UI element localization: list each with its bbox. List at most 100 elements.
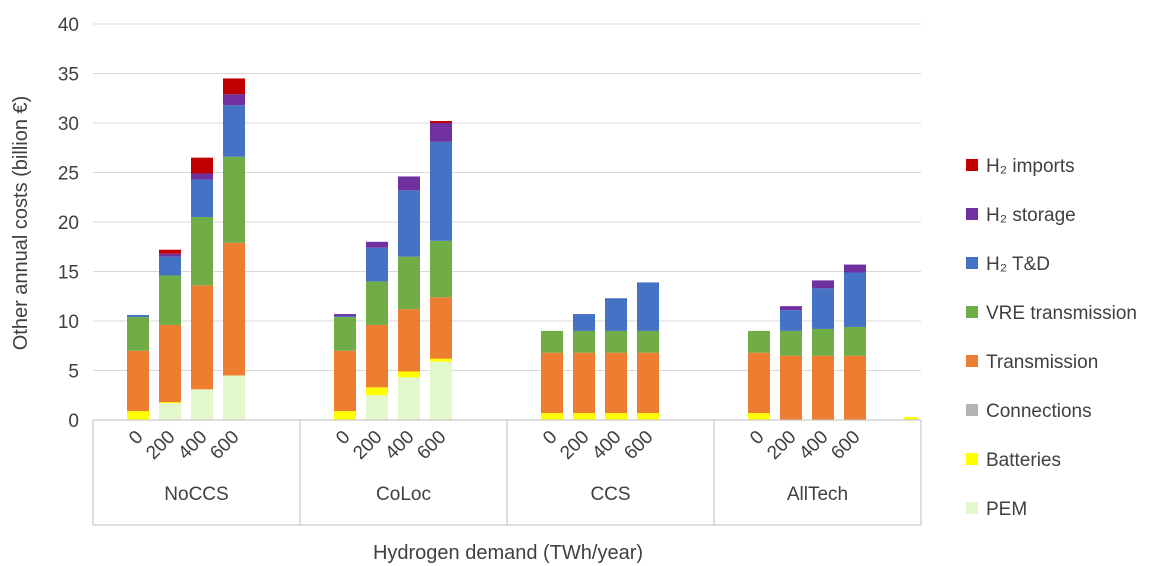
bar-segment — [366, 281, 388, 325]
legend-swatch — [966, 502, 978, 514]
bar-segment — [812, 328, 834, 356]
x-tick-label: 400 — [795, 427, 832, 464]
bar-segment — [637, 282, 659, 331]
group-label: AllTech — [787, 484, 848, 505]
x-tick-label: 200 — [142, 427, 179, 464]
x-tick-label: 0 — [746, 427, 768, 449]
bar-segment — [223, 156, 245, 243]
bar-segment — [191, 173, 213, 180]
legend-item: Batteries — [966, 450, 1061, 471]
legend-label: PEM — [986, 499, 1027, 520]
legend-swatch — [966, 159, 978, 171]
bar-segment — [366, 387, 388, 396]
y-axis-title: Other annual costs (billion €) — [10, 96, 32, 351]
bar-segment — [334, 350, 356, 412]
bar-segment — [159, 253, 181, 257]
legend-label: H₂ storage — [986, 205, 1076, 226]
legend-item: H₂ storage — [966, 205, 1076, 226]
x-tick-label: 400 — [174, 427, 211, 464]
legend-swatch — [966, 257, 978, 269]
legend-swatch — [966, 208, 978, 220]
bar-segment — [398, 190, 420, 257]
legend-label: Batteries — [986, 450, 1061, 471]
x-axis-title: Hydrogen demand (TWh/year) — [373, 542, 643, 564]
bar-segment — [191, 157, 213, 174]
y-tick-label: 20 — [58, 213, 79, 234]
y-tick-label: 5 — [68, 362, 79, 383]
x-tick-label: 0 — [125, 427, 147, 449]
bar-segment — [223, 94, 245, 106]
bar-segment — [223, 105, 245, 157]
x-tick-label: 600 — [827, 427, 864, 464]
bar-segment — [605, 352, 627, 414]
bar-segment — [223, 375, 245, 420]
bar-segment — [780, 310, 802, 331]
bar-segment — [430, 240, 452, 298]
bar-segment — [430, 123, 452, 142]
bar-segment — [366, 241, 388, 248]
bar-segment — [844, 355, 866, 420]
bar-segment — [398, 176, 420, 191]
bar-segment — [748, 352, 770, 414]
bar-segment — [748, 413, 770, 420]
legend-item: PEM — [966, 499, 1027, 520]
legend-item: H₂ T&D — [966, 254, 1050, 275]
bar-segment — [159, 403, 181, 420]
group-label: NoCCS — [164, 484, 228, 505]
bar-segment — [430, 361, 452, 420]
y-tick-label: 30 — [58, 114, 79, 135]
y-tick-label: 0 — [68, 411, 79, 432]
y-tick-label: 10 — [58, 312, 79, 333]
legend-item: Transmission — [966, 352, 1098, 373]
bar-segment — [430, 358, 452, 362]
x-tick-label: 400 — [588, 427, 625, 464]
bar-segment — [127, 317, 149, 351]
bar-segment — [812, 288, 834, 329]
bar-segment — [191, 285, 213, 390]
bar-segment — [605, 298, 627, 331]
bar-segment — [430, 121, 452, 123]
legend-label: H₂ imports — [986, 156, 1075, 177]
bar-segment — [541, 352, 563, 414]
bar-segment — [127, 350, 149, 412]
y-tick-label: 15 — [58, 263, 79, 284]
legend-item: H₂ imports — [966, 156, 1075, 177]
bar-segment — [191, 217, 213, 286]
legend-swatch — [966, 306, 978, 318]
group-label: CoLoc — [376, 484, 431, 505]
bar-segment — [541, 330, 563, 353]
bar-segment — [366, 247, 388, 282]
x-tick-label: 400 — [381, 427, 418, 464]
y-tick-label: 25 — [58, 164, 79, 185]
y-tick-label: 35 — [58, 65, 79, 86]
bar-segment — [844, 326, 866, 356]
bar-segment — [398, 377, 420, 420]
bar-segment — [159, 256, 181, 276]
bar-segment — [573, 413, 595, 420]
x-tick-label: 600 — [206, 427, 243, 464]
bar-segment — [334, 316, 356, 318]
bar-segment — [159, 402, 181, 404]
x-tick-label: 600 — [413, 427, 450, 464]
bar-segment — [398, 371, 420, 378]
bar-segment — [637, 330, 659, 353]
bar-segment — [191, 179, 213, 218]
bar-marks — [127, 78, 918, 420]
legend-label: Transmission — [986, 352, 1098, 373]
legend-swatch — [966, 404, 978, 416]
bar-segment — [398, 256, 420, 310]
bar-segment — [780, 306, 802, 311]
bar-segment — [780, 355, 802, 420]
y-tick-labels: 0 5 10 15 20 25 30 35 40 — [58, 15, 79, 432]
bar-segment — [334, 411, 356, 420]
bar-segment — [430, 297, 452, 359]
x-tick-label: 200 — [556, 427, 593, 464]
y-tick-label: 40 — [58, 15, 79, 36]
bar-segment — [127, 411, 149, 420]
legend-item: VRE transmission — [966, 303, 1137, 324]
bar-segment — [223, 78, 245, 95]
bar-segment — [334, 314, 356, 317]
bar-segment — [430, 141, 452, 241]
legend: H₂ imports H₂ storage H₂ T&D VRE transmissi… — [966, 156, 1137, 520]
